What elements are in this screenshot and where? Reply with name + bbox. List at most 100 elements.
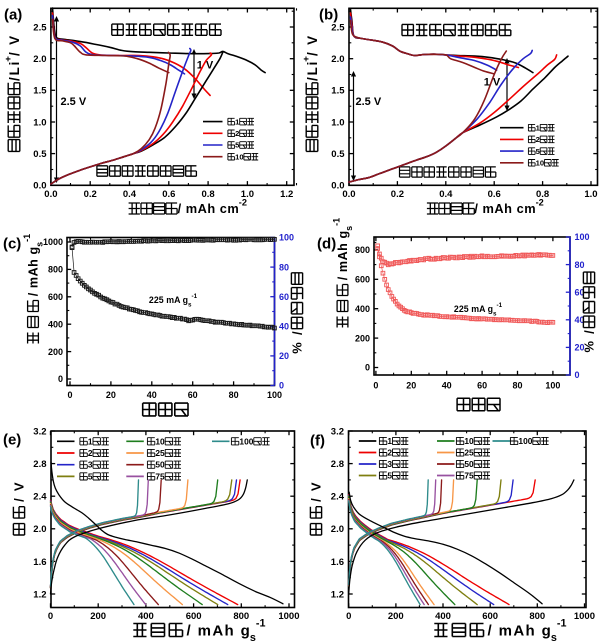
svg-text:/ mAh g: / mAh g (27, 247, 41, 296)
svg-text:100: 100 (279, 233, 294, 243)
svg-text:10: 10 (536, 159, 545, 168)
svg-text:2.0: 2.0 (33, 54, 46, 65)
svg-text:s: s (250, 632, 256, 642)
svg-text:1000: 1000 (43, 237, 63, 247)
svg-text:50: 50 (464, 459, 474, 469)
svg-text:1: 1 (387, 436, 392, 446)
svg-text:-1: -1 (497, 302, 503, 309)
svg-text:0.5: 0.5 (331, 149, 345, 160)
svg-text:100: 100 (575, 232, 590, 242)
svg-text:0.8: 0.8 (202, 189, 215, 200)
svg-text:10: 10 (235, 152, 244, 161)
svg-text:1.6: 1.6 (33, 557, 46, 568)
svg-text:80: 80 (513, 381, 523, 391)
svg-text:1.0: 1.0 (33, 117, 46, 128)
svg-text:0: 0 (68, 390, 73, 400)
svg-text:/Li: /Li (305, 62, 320, 81)
svg-text:200: 200 (48, 347, 63, 357)
svg-text:1.6: 1.6 (331, 557, 344, 568)
svg-text:(d): (d) (317, 235, 336, 252)
svg-text:/ mAh g: / mAh g (336, 231, 350, 280)
svg-text:40: 40 (575, 315, 585, 325)
svg-text:200: 200 (90, 611, 106, 622)
svg-text:1.2: 1.2 (280, 189, 293, 200)
svg-text:1: 1 (235, 117, 240, 126)
svg-text:1.2: 1.2 (331, 589, 344, 600)
svg-text:400: 400 (355, 304, 370, 314)
svg-text:2.4: 2.4 (33, 492, 47, 503)
svg-text:800: 800 (233, 611, 249, 622)
svg-text:-2: -2 (536, 198, 544, 208)
svg-text:s: s (344, 226, 354, 231)
svg-text:80: 80 (575, 260, 585, 270)
svg-text:(a): (a) (4, 6, 22, 23)
svg-text:s: s (551, 632, 557, 642)
svg-text:1.5: 1.5 (331, 86, 345, 97)
svg-text:60: 60 (477, 381, 487, 391)
svg-text:600: 600 (482, 611, 498, 622)
svg-text:/ V: / V (12, 482, 27, 502)
svg-text:1.5: 1.5 (33, 86, 47, 97)
svg-text:1: 1 (88, 436, 93, 446)
svg-text:25: 25 (464, 448, 474, 458)
svg-text:1000: 1000 (574, 611, 595, 622)
svg-text:5: 5 (536, 147, 541, 156)
svg-text:400: 400 (435, 611, 451, 622)
svg-text:75: 75 (464, 471, 474, 481)
svg-text:0.0: 0.0 (342, 189, 355, 200)
svg-text:(e): (e) (3, 431, 21, 448)
svg-text:75: 75 (155, 471, 165, 481)
svg-text:60: 60 (575, 287, 585, 297)
svg-text:2.5 V: 2.5 V (61, 96, 87, 108)
svg-text:+: + (301, 56, 312, 62)
svg-text:2: 2 (387, 448, 392, 458)
svg-text:3: 3 (88, 460, 93, 470)
svg-text:0.2: 0.2 (84, 189, 97, 200)
svg-text:0: 0 (58, 374, 63, 384)
svg-text:0: 0 (373, 381, 378, 391)
svg-text:2.8: 2.8 (331, 459, 344, 470)
svg-text:2.5 V: 2.5 V (356, 96, 382, 108)
svg-text:1.0: 1.0 (331, 117, 344, 128)
svg-text:800: 800 (355, 245, 370, 255)
svg-text:1 V: 1 V (484, 77, 501, 89)
svg-text:1.0: 1.0 (584, 189, 597, 200)
svg-text:600: 600 (48, 292, 63, 302)
svg-text:/ %: / % (581, 330, 596, 353)
svg-text:80: 80 (229, 390, 239, 400)
svg-text:/ %: / % (289, 331, 304, 354)
svg-text:100: 100 (545, 381, 560, 391)
svg-text:0.0: 0.0 (331, 181, 344, 192)
svg-text:10: 10 (464, 436, 474, 446)
svg-text:40: 40 (279, 322, 289, 332)
svg-text:20: 20 (279, 351, 289, 361)
svg-text:0.6: 0.6 (162, 189, 175, 200)
svg-text:-1: -1 (192, 293, 198, 300)
svg-text:3: 3 (387, 459, 392, 469)
svg-text:20: 20 (406, 381, 416, 391)
svg-text:0.4: 0.4 (439, 189, 453, 200)
svg-text:60: 60 (188, 390, 198, 400)
svg-text:3.2: 3.2 (33, 426, 46, 437)
svg-text:0.6: 0.6 (488, 189, 501, 200)
svg-text:0.8: 0.8 (536, 189, 549, 200)
svg-text:200: 200 (388, 611, 404, 622)
svg-text:100: 100 (239, 436, 253, 446)
svg-text:0: 0 (346, 611, 351, 622)
svg-text:-1: -1 (256, 618, 266, 630)
svg-text:40: 40 (147, 390, 157, 400)
svg-text:-2: -2 (239, 198, 247, 208)
svg-text:0: 0 (48, 611, 53, 622)
svg-text:40: 40 (442, 381, 452, 391)
svg-text:2.8: 2.8 (33, 459, 46, 470)
svg-text:600: 600 (186, 611, 202, 622)
svg-text:0.0: 0.0 (44, 189, 57, 200)
svg-text:2: 2 (88, 448, 93, 458)
svg-text:s: s (188, 302, 192, 309)
svg-text:2.5: 2.5 (331, 22, 345, 33)
svg-text:0: 0 (575, 370, 580, 380)
svg-text:0: 0 (279, 381, 284, 391)
svg-text:/ mAh cm: / mAh cm (178, 201, 239, 216)
svg-text:25: 25 (155, 448, 165, 458)
svg-text:5: 5 (235, 141, 240, 150)
